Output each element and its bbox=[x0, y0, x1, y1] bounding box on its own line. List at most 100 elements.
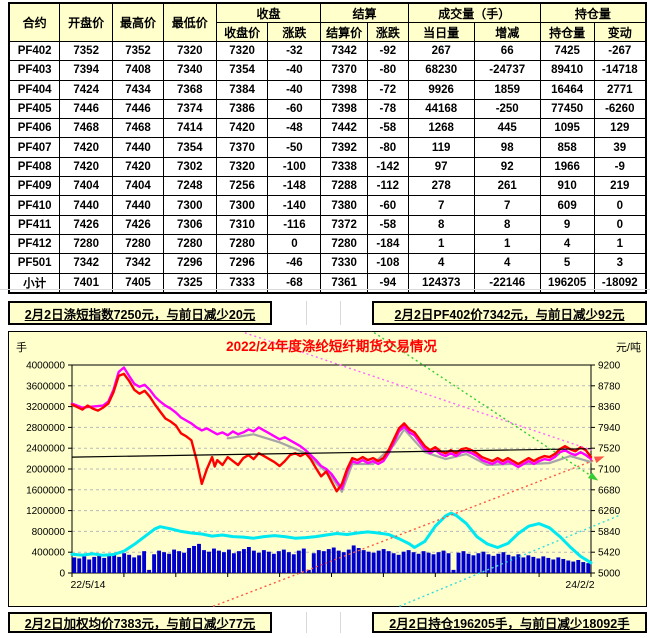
banner-index-price: 2月2日涤短指数7250元，与前日减少20元 bbox=[8, 301, 272, 325]
value-cell: 1966 bbox=[539, 156, 595, 178]
volume-bar bbox=[77, 558, 82, 573]
value-cell: 219 bbox=[593, 176, 647, 197]
value-cell: 4 bbox=[539, 233, 595, 255]
volume-bar bbox=[306, 569, 311, 573]
value-cell: 7420 bbox=[112, 156, 164, 178]
x-axis-start-label: 22/5/14 bbox=[70, 579, 105, 591]
series-line bbox=[70, 366, 593, 491]
value-cell: -9 bbox=[593, 156, 647, 178]
right-axis-unit-label: 元/吨 bbox=[616, 341, 641, 354]
value-cell: 445 bbox=[473, 118, 541, 139]
value-cell: -72 bbox=[367, 79, 409, 100]
value-cell: -58 bbox=[367, 118, 409, 139]
value-cell: 9926 bbox=[407, 79, 475, 100]
left-axis-tick-label: 2000000 bbox=[26, 465, 65, 476]
value-cell: -94 bbox=[367, 272, 409, 294]
value-cell: 7446 bbox=[59, 98, 114, 120]
volume-bar bbox=[431, 554, 436, 573]
volume-bar bbox=[526, 555, 531, 573]
value-cell: 7352 bbox=[59, 40, 114, 62]
chart-border bbox=[8, 331, 647, 607]
contract-cell: PF407 bbox=[8, 137, 61, 158]
trendline bbox=[71, 448, 592, 458]
value-cell: 129 bbox=[593, 118, 647, 139]
volume-bar bbox=[241, 549, 246, 573]
group-header-settle: 结算 bbox=[320, 2, 409, 23]
table-row: PF408 7420 7420 7302 7320 -100 7338 -142 97 92 196… bbox=[8, 156, 647, 178]
value-cell: 7434 bbox=[112, 79, 164, 100]
volume-bar bbox=[371, 552, 376, 573]
value-cell: 7280 bbox=[162, 233, 217, 255]
right-axis-tick-label: 5000 bbox=[598, 569, 621, 580]
value-cell: 119 bbox=[407, 137, 475, 158]
value-cell: 7394 bbox=[59, 60, 114, 81]
sheet-gridline bbox=[340, 612, 341, 633]
value-cell: -78 bbox=[367, 98, 409, 120]
left-axis-tick-label: 3600000 bbox=[26, 381, 65, 392]
col-header-high: 最高价 bbox=[112, 2, 164, 42]
x-axis-end-label: 24/2/2 bbox=[565, 579, 594, 591]
value-cell: -68 bbox=[267, 272, 322, 294]
volume-bar bbox=[197, 543, 201, 573]
value-cell: 7384 bbox=[215, 79, 269, 100]
volume-bar bbox=[87, 559, 92, 573]
volume-bar bbox=[561, 558, 566, 573]
table-row: PF402 7352 7352 7320 7320 -32 7342 -92 267 66 7425… bbox=[8, 40, 647, 62]
volume-bar bbox=[281, 549, 286, 573]
value-cell: 98 bbox=[473, 137, 541, 158]
value-cell: 7333 bbox=[215, 272, 269, 294]
value-cell: 7370 bbox=[320, 60, 369, 81]
volume-bar bbox=[571, 561, 576, 573]
left-axis-tick-label: 1200000 bbox=[26, 506, 65, 517]
volume-bar bbox=[326, 549, 331, 573]
volume-bar bbox=[177, 551, 181, 573]
right-axis-tick-label: 8360 bbox=[598, 402, 621, 413]
value-cell: 910 bbox=[539, 176, 595, 197]
value-cell: -18092 bbox=[593, 272, 647, 294]
value-cell: 7320 bbox=[162, 40, 217, 62]
left-axis-tick-label: 0 bbox=[59, 569, 65, 580]
volume-bar bbox=[162, 552, 167, 573]
col-header-day-volume: 当日量 bbox=[407, 22, 475, 42]
volume-bar bbox=[291, 554, 296, 573]
volume-bar bbox=[271, 553, 276, 573]
volume-bar bbox=[157, 550, 162, 573]
volume-bar bbox=[266, 551, 271, 573]
volume-bar bbox=[436, 552, 441, 573]
left-axis-tick-label: 1600000 bbox=[26, 485, 65, 496]
left-axis-tick-label: 2400000 bbox=[26, 444, 65, 455]
volume-bar bbox=[546, 557, 551, 573]
table-row: PF407 7420 7440 7354 7370 -50 7392 -80 119 98 858 3… bbox=[8, 137, 647, 158]
volume-bar bbox=[376, 550, 381, 573]
value-cell: 7320 bbox=[215, 40, 269, 62]
col-header-settle-price: 结算价 bbox=[320, 22, 369, 42]
volume-bar bbox=[411, 552, 416, 573]
volume-bar bbox=[227, 549, 231, 573]
value-cell: 1 bbox=[593, 233, 647, 255]
value-cell: 0 bbox=[267, 233, 322, 255]
volume-bar bbox=[82, 556, 87, 573]
volume-bar bbox=[217, 550, 221, 573]
volume-bar bbox=[202, 550, 206, 573]
value-cell: 7280 bbox=[112, 233, 164, 255]
volume-bar bbox=[521, 557, 526, 573]
value-cell: 7468 bbox=[112, 118, 164, 139]
value-cell: 7354 bbox=[162, 137, 217, 158]
volume-bar bbox=[231, 553, 236, 573]
value-cell: 7340 bbox=[162, 60, 217, 81]
volume-bar bbox=[142, 551, 147, 573]
value-cell: 7 bbox=[473, 195, 541, 216]
value-cell: -24737 bbox=[473, 60, 541, 81]
table-row: PF410 7440 7440 7300 7300 -140 7380 -60 7 7 609 0 bbox=[8, 195, 647, 216]
value-cell: 7280 bbox=[215, 233, 269, 255]
value-cell: 97 bbox=[407, 156, 475, 178]
value-cell: 7248 bbox=[162, 176, 217, 197]
volume-bar bbox=[331, 547, 336, 573]
volume-bar bbox=[187, 548, 191, 573]
volume-bar bbox=[536, 558, 541, 573]
pink-trend-line bbox=[244, 332, 593, 451]
value-cell: 77450 bbox=[539, 98, 595, 120]
volume-bar bbox=[97, 555, 102, 573]
col-header-close-chg: 涨跌 bbox=[267, 22, 322, 42]
